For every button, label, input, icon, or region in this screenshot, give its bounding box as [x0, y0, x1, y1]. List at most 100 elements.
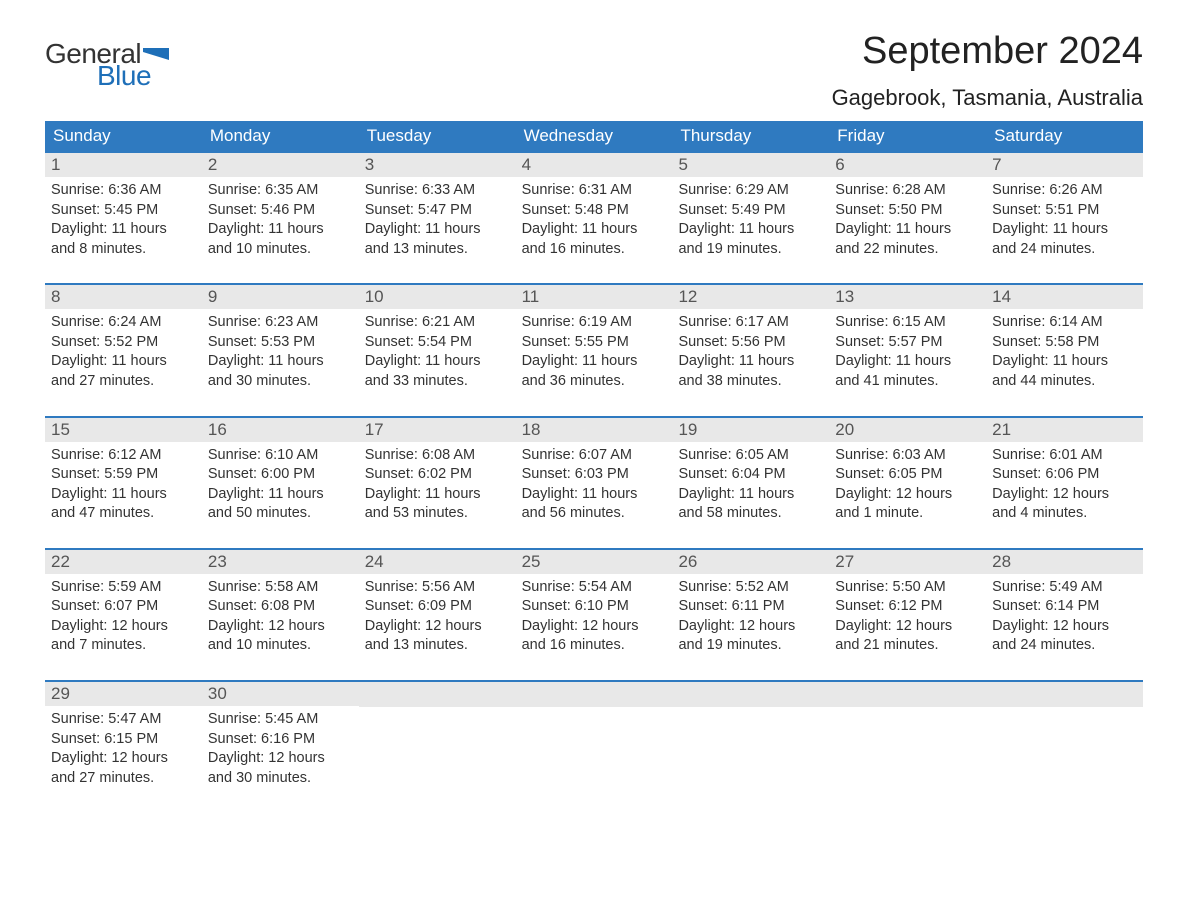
- day-body: Sunrise: 6:35 AMSunset: 5:46 PMDaylight:…: [202, 177, 359, 259]
- dow-monday: Monday: [202, 121, 359, 151]
- day-number: 17: [359, 418, 516, 442]
- day-body: Sunrise: 5:49 AMSunset: 6:14 PMDaylight:…: [986, 574, 1143, 656]
- sunset-text: Sunset: 6:14 PM: [992, 597, 1137, 617]
- sunrise-text: Sunrise: 6:17 AM: [678, 313, 823, 333]
- daylight-text-2: and 27 minutes.: [51, 769, 196, 789]
- sunset-text: Sunset: 6:03 PM: [522, 465, 667, 485]
- sunset-text: Sunset: 5:55 PM: [522, 333, 667, 353]
- day-body: Sunrise: 5:54 AMSunset: 6:10 PMDaylight:…: [516, 574, 673, 656]
- empty-day: [516, 682, 673, 796]
- daylight-text-2: and 7 minutes.: [51, 636, 196, 656]
- day-body: Sunrise: 6:03 AMSunset: 6:05 PMDaylight:…: [829, 442, 986, 524]
- day-body: Sunrise: 6:07 AMSunset: 6:03 PMDaylight:…: [516, 442, 673, 524]
- daylight-text-1: Daylight: 12 hours: [208, 617, 353, 637]
- day-number: 16: [202, 418, 359, 442]
- day-number: 24: [359, 550, 516, 574]
- day-body: Sunrise: 6:23 AMSunset: 5:53 PMDaylight:…: [202, 309, 359, 391]
- day-cell: 12Sunrise: 6:17 AMSunset: 5:56 PMDayligh…: [672, 285, 829, 399]
- sunset-text: Sunset: 5:45 PM: [51, 201, 196, 221]
- dow-tuesday: Tuesday: [359, 121, 516, 151]
- day-body: Sunrise: 6:24 AMSunset: 5:52 PMDaylight:…: [45, 309, 202, 391]
- daylight-text-2: and 47 minutes.: [51, 504, 196, 524]
- daylight-text-1: Daylight: 11 hours: [678, 220, 823, 240]
- week-row: 8Sunrise: 6:24 AMSunset: 5:52 PMDaylight…: [45, 283, 1143, 399]
- day-body: Sunrise: 6:10 AMSunset: 6:00 PMDaylight:…: [202, 442, 359, 524]
- sunset-text: Sunset: 5:46 PM: [208, 201, 353, 221]
- sunrise-text: Sunrise: 6:10 AM: [208, 446, 353, 466]
- daylight-text-1: Daylight: 11 hours: [522, 220, 667, 240]
- day-cell: 30Sunrise: 5:45 AMSunset: 6:16 PMDayligh…: [202, 682, 359, 796]
- sunset-text: Sunset: 5:50 PM: [835, 201, 980, 221]
- sunset-text: Sunset: 5:59 PM: [51, 465, 196, 485]
- day-cell: 8Sunrise: 6:24 AMSunset: 5:52 PMDaylight…: [45, 285, 202, 399]
- day-number: 30: [202, 682, 359, 706]
- daylight-text-1: Daylight: 12 hours: [51, 617, 196, 637]
- day-body: Sunrise: 6:26 AMSunset: 5:51 PMDaylight:…: [986, 177, 1143, 259]
- sunrise-text: Sunrise: 5:49 AM: [992, 578, 1137, 598]
- page-title: September 2024: [832, 30, 1143, 73]
- daylight-text-2: and 24 minutes.: [992, 636, 1137, 656]
- day-body: Sunrise: 6:08 AMSunset: 6:02 PMDaylight:…: [359, 442, 516, 524]
- daylight-text-2: and 53 minutes.: [365, 504, 510, 524]
- sunset-text: Sunset: 6:02 PM: [365, 465, 510, 485]
- daylight-text-2: and 21 minutes.: [835, 636, 980, 656]
- day-cell: 27Sunrise: 5:50 AMSunset: 6:12 PMDayligh…: [829, 550, 986, 664]
- sunrise-text: Sunrise: 5:58 AM: [208, 578, 353, 598]
- sunrise-text: Sunrise: 6:35 AM: [208, 181, 353, 201]
- day-body: Sunrise: 5:58 AMSunset: 6:08 PMDaylight:…: [202, 574, 359, 656]
- daylight-text-2: and 36 minutes.: [522, 372, 667, 392]
- sunset-text: Sunset: 6:09 PM: [365, 597, 510, 617]
- sunrise-text: Sunrise: 6:33 AM: [365, 181, 510, 201]
- sunrise-text: Sunrise: 6:08 AM: [365, 446, 510, 466]
- day-body: Sunrise: 5:47 AMSunset: 6:15 PMDaylight:…: [45, 706, 202, 788]
- daylight-text-1: Daylight: 12 hours: [51, 749, 196, 769]
- day-body: Sunrise: 6:05 AMSunset: 6:04 PMDaylight:…: [672, 442, 829, 524]
- day-cell: 29Sunrise: 5:47 AMSunset: 6:15 PMDayligh…: [45, 682, 202, 796]
- daylight-text-2: and 30 minutes.: [208, 769, 353, 789]
- daylight-text-2: and 30 minutes.: [208, 372, 353, 392]
- sunrise-text: Sunrise: 5:47 AM: [51, 710, 196, 730]
- sunset-text: Sunset: 5:49 PM: [678, 201, 823, 221]
- daylight-text-1: Daylight: 11 hours: [522, 352, 667, 372]
- daylight-text-1: Daylight: 11 hours: [835, 352, 980, 372]
- day-number: 9: [202, 285, 359, 309]
- daylight-text-2: and 56 minutes.: [522, 504, 667, 524]
- calendar: SundayMondayTuesdayWednesdayThursdayFrid…: [45, 121, 1143, 796]
- daylight-text-2: and 27 minutes.: [51, 372, 196, 392]
- sunset-text: Sunset: 6:11 PM: [678, 597, 823, 617]
- day-number: 20: [829, 418, 986, 442]
- day-cell: 24Sunrise: 5:56 AMSunset: 6:09 PMDayligh…: [359, 550, 516, 664]
- day-body: Sunrise: 6:17 AMSunset: 5:56 PMDaylight:…: [672, 309, 829, 391]
- day-of-week-header: SundayMondayTuesdayWednesdayThursdayFrid…: [45, 121, 1143, 151]
- week-row: 15Sunrise: 6:12 AMSunset: 5:59 PMDayligh…: [45, 416, 1143, 532]
- header: General Blue September 2024 Gagebrook, T…: [45, 30, 1143, 111]
- daylight-text-1: Daylight: 11 hours: [208, 220, 353, 240]
- sunset-text: Sunset: 5:57 PM: [835, 333, 980, 353]
- dow-wednesday: Wednesday: [516, 121, 673, 151]
- daylight-text-2: and 19 minutes.: [678, 240, 823, 260]
- day-cell: 17Sunrise: 6:08 AMSunset: 6:02 PMDayligh…: [359, 418, 516, 532]
- day-number: 28: [986, 550, 1143, 574]
- daylight-text-1: Daylight: 11 hours: [992, 220, 1137, 240]
- daylight-text-2: and 8 minutes.: [51, 240, 196, 260]
- day-body: Sunrise: 6:01 AMSunset: 6:06 PMDaylight:…: [986, 442, 1143, 524]
- daylight-text-2: and 19 minutes.: [678, 636, 823, 656]
- day-number: 13: [829, 285, 986, 309]
- sunrise-text: Sunrise: 6:05 AM: [678, 446, 823, 466]
- sunrise-text: Sunrise: 5:59 AM: [51, 578, 196, 598]
- day-body: Sunrise: 6:19 AMSunset: 5:55 PMDaylight:…: [516, 309, 673, 391]
- day-number: 23: [202, 550, 359, 574]
- sunset-text: Sunset: 6:10 PM: [522, 597, 667, 617]
- day-cell: 18Sunrise: 6:07 AMSunset: 6:03 PMDayligh…: [516, 418, 673, 532]
- daylight-text-1: Daylight: 12 hours: [208, 749, 353, 769]
- dow-friday: Friday: [829, 121, 986, 151]
- sunrise-text: Sunrise: 6:14 AM: [992, 313, 1137, 333]
- sunrise-text: Sunrise: 6:28 AM: [835, 181, 980, 201]
- logo-text-blue: Blue: [97, 60, 151, 92]
- sunset-text: Sunset: 5:48 PM: [522, 201, 667, 221]
- day-cell: 5Sunrise: 6:29 AMSunset: 5:49 PMDaylight…: [672, 153, 829, 267]
- daylight-text-2: and 33 minutes.: [365, 372, 510, 392]
- day-cell: 10Sunrise: 6:21 AMSunset: 5:54 PMDayligh…: [359, 285, 516, 399]
- day-cell: 21Sunrise: 6:01 AMSunset: 6:06 PMDayligh…: [986, 418, 1143, 532]
- day-cell: 1Sunrise: 6:36 AMSunset: 5:45 PMDaylight…: [45, 153, 202, 267]
